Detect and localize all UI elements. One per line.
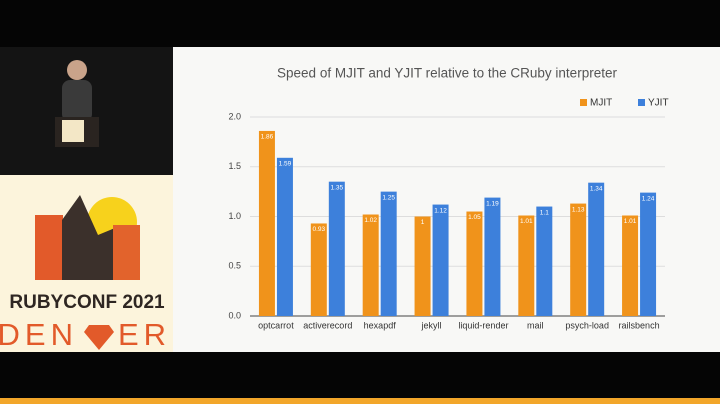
- bar: [362, 214, 379, 316]
- bar: [380, 191, 397, 316]
- chart-title: Speed of MJIT and YJIT relative to the C…: [277, 66, 617, 81]
- y-tick-label: 0.5: [228, 261, 241, 271]
- bar: [414, 216, 431, 316]
- bar: [622, 215, 639, 316]
- data-label: 1.59: [279, 161, 292, 168]
- data-label: 1: [421, 219, 425, 226]
- data-label: 1.24: [642, 195, 655, 202]
- legend-label: MJIT: [590, 98, 612, 109]
- gem-icon: [84, 325, 114, 350]
- bar: [588, 182, 605, 316]
- bar: [536, 206, 553, 316]
- legend-swatch: [638, 99, 645, 106]
- x-tick-label: jekyll: [421, 320, 442, 330]
- bar: [570, 203, 587, 316]
- data-label: 1.01: [624, 218, 637, 225]
- data-label: 1.86: [261, 134, 274, 141]
- x-tick-label: mail: [527, 320, 544, 330]
- data-label: 1.01: [520, 218, 533, 225]
- y-tick-label: 0.0: [228, 310, 241, 320]
- bar: [276, 157, 293, 316]
- speaker: [62, 80, 92, 122]
- bar: [518, 215, 535, 316]
- event-city: ER: [118, 317, 171, 352]
- bottom-strip: [0, 398, 720, 404]
- data-label: 1.19: [486, 200, 499, 207]
- data-label: 1.34: [590, 185, 603, 192]
- data-label: 1.25: [382, 194, 395, 201]
- x-tick-label: optcarrot: [258, 320, 294, 330]
- lectern-sign: [62, 120, 84, 142]
- logo-building: [35, 215, 63, 280]
- bar: [640, 192, 657, 316]
- data-label: 0.93: [312, 226, 325, 233]
- data-label: 1.05: [468, 214, 481, 221]
- legend-swatch: [580, 99, 587, 106]
- x-tick-label: railsbench: [619, 320, 660, 330]
- bar: [466, 211, 483, 316]
- bar: [310, 223, 327, 316]
- data-label: 1.35: [330, 184, 343, 191]
- bar: [258, 130, 275, 316]
- data-label: 1.02: [364, 217, 377, 224]
- speaker-head: [67, 60, 87, 80]
- y-tick-label: 2.0: [228, 111, 241, 121]
- y-tick-label: 1.0: [228, 211, 241, 221]
- data-label: 1.13: [572, 206, 585, 213]
- bar: [432, 204, 449, 316]
- logo-mountain: [62, 195, 115, 280]
- y-tick-label: 1.5: [228, 161, 241, 171]
- legend-label: YJIT: [648, 98, 669, 109]
- bar: [484, 197, 501, 316]
- bar: [328, 181, 345, 316]
- x-tick-label: hexapdf: [364, 320, 397, 330]
- data-label: 1.12: [434, 207, 447, 214]
- x-tick-label: liquid-render: [458, 320, 508, 330]
- logo-building: [113, 225, 140, 280]
- event-name: RUBYCONF 2021: [9, 292, 165, 313]
- x-tick-label: activerecord: [303, 320, 352, 330]
- data-label: 1.1: [540, 209, 549, 216]
- event-city: DEN: [0, 317, 78, 352]
- x-tick-label: psych-load: [565, 320, 609, 330]
